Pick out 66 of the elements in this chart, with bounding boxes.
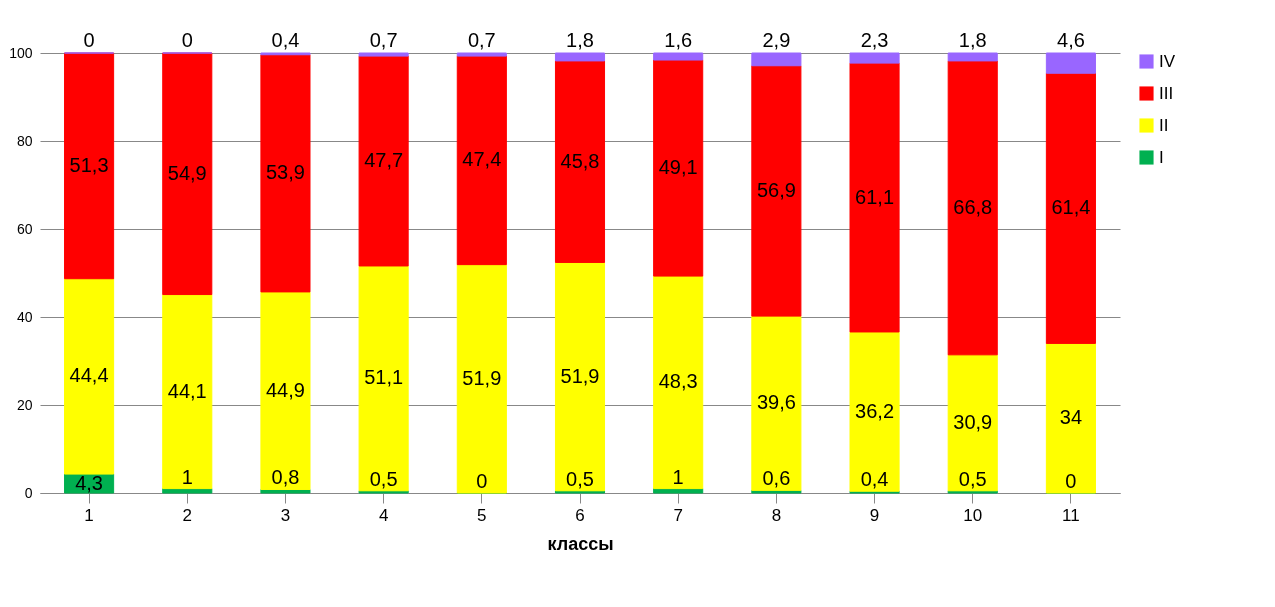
- data-label: 0,8: [271, 466, 300, 489]
- legend-label: I: [1159, 147, 1164, 167]
- data-label: 0,7: [369, 29, 398, 51]
- y-tick-label: 100: [9, 44, 33, 61]
- data-label: 0,5: [958, 467, 987, 490]
- data-label: 0: [181, 29, 193, 51]
- data-label: 0,4: [860, 468, 889, 491]
- x-tick-label: 5: [477, 505, 487, 525]
- data-label: 48,3: [658, 370, 698, 393]
- y-tick-label: 40: [16, 308, 33, 325]
- data-label: 1,8: [566, 29, 594, 51]
- data-label: 0,6: [762, 467, 791, 490]
- x-axis-title: классы: [547, 533, 614, 554]
- x-tick-label: 6: [575, 505, 585, 525]
- data-label: 36,2: [855, 399, 895, 422]
- data-label: 0: [1065, 470, 1077, 492]
- data-label: 0: [83, 29, 95, 51]
- data-label: 1: [181, 465, 193, 488]
- data-label: 47,7: [364, 149, 404, 172]
- x-tick-label: 3: [280, 505, 291, 525]
- data-label: 44,9: [265, 378, 305, 401]
- data-label: 61,4: [1051, 196, 1091, 219]
- data-label: 1,8: [958, 29, 987, 51]
- data-label: 0,7: [467, 29, 496, 51]
- data-label: 39,6: [756, 391, 796, 414]
- data-label: 1: [672, 465, 684, 488]
- data-label: 51,3: [69, 153, 109, 176]
- x-tick-label: 4: [378, 505, 389, 525]
- x-tick-label: 8: [771, 505, 782, 525]
- data-label: 51,9: [462, 366, 502, 389]
- legend-label: III: [1159, 83, 1174, 103]
- data-label: 61,1: [855, 185, 895, 208]
- data-label: 51,1: [364, 366, 404, 389]
- data-label: 0,5: [369, 467, 398, 490]
- x-tick-label: 9: [869, 505, 880, 525]
- data-label: 2,3: [860, 29, 889, 51]
- data-label: 53,9: [265, 161, 305, 184]
- data-label: 49,1: [658, 156, 698, 179]
- data-label: 66,8: [953, 195, 993, 218]
- y-tick-label: 0: [24, 484, 33, 501]
- data-label: 45,8: [560, 149, 600, 172]
- data-label: 54,9: [167, 161, 207, 184]
- data-label: 56,9: [756, 178, 796, 201]
- data-label: 47,4: [462, 148, 502, 171]
- data-label: 0: [476, 470, 488, 492]
- legend-label: II: [1159, 115, 1169, 135]
- x-tick-label: 10: [963, 505, 983, 525]
- y-tick-label: 60: [16, 220, 33, 237]
- data-label: 2,9: [762, 29, 791, 51]
- data-label: 1,6: [664, 29, 693, 51]
- legend-label: IV: [1159, 51, 1176, 71]
- x-tick-label: 1: [84, 505, 94, 525]
- y-tick-label: 20: [16, 396, 33, 413]
- data-label: 4,6: [1057, 29, 1085, 51]
- data-label: 30,9: [953, 410, 993, 433]
- x-tick-label: 2: [182, 505, 193, 525]
- x-tick-label: 7: [673, 505, 683, 525]
- data-label: 0,5: [566, 467, 594, 490]
- data-label: 51,9: [560, 364, 600, 387]
- y-tick-label: 80: [16, 132, 33, 149]
- data-label: 34: [1059, 406, 1083, 429]
- data-label: 44,1: [167, 379, 207, 402]
- data-label: 4,3: [75, 471, 103, 494]
- data-label: 0,4: [271, 29, 300, 51]
- x-tick-label: 11: [1062, 505, 1080, 525]
- data-label: 44,4: [69, 364, 109, 387]
